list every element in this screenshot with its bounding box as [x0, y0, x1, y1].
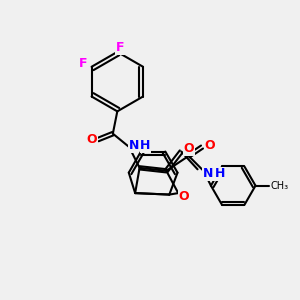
Text: O: O: [179, 190, 190, 202]
Text: N: N: [203, 167, 213, 180]
Text: O: O: [204, 139, 215, 152]
Text: N: N: [128, 139, 139, 152]
Text: O: O: [183, 142, 194, 155]
Text: CH₃: CH₃: [270, 181, 289, 191]
Text: H: H: [215, 167, 225, 180]
Text: H: H: [140, 139, 151, 152]
Text: O: O: [87, 133, 98, 146]
Text: F: F: [78, 57, 87, 70]
Text: F: F: [116, 41, 124, 54]
